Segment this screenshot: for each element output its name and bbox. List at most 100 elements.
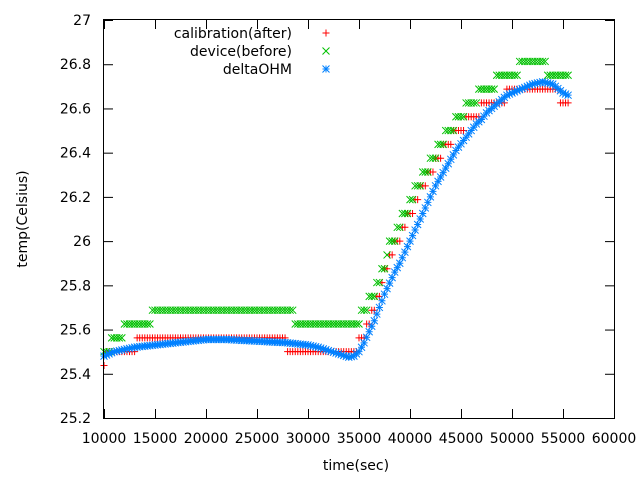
data-point: [105, 350, 113, 358]
data-point: [413, 220, 422, 229]
x-tick-label: 50000: [490, 431, 535, 447]
data-point: [531, 79, 539, 88]
data-point: [143, 320, 152, 328]
data-point: [446, 155, 455, 164]
data-point: [510, 88, 519, 96]
x-tick-label: 45000: [439, 431, 484, 447]
data-point: [306, 341, 315, 350]
data-point: [375, 278, 384, 287]
data-point: [559, 89, 567, 97]
data-point: [401, 209, 409, 218]
data-point: [367, 322, 376, 331]
data-point: [388, 273, 397, 282]
series-star: [100, 78, 572, 362]
data-point: [393, 223, 402, 232]
axis-ticks: [104, 20, 615, 419]
data-point: [538, 78, 547, 86]
data-point: [564, 71, 572, 80]
data-point: [409, 209, 417, 217]
legend-label: device(before): [190, 44, 292, 60]
data-point: [538, 57, 547, 66]
data-point: [365, 327, 374, 336]
data-point: [411, 226, 419, 234]
data-point: [375, 303, 384, 312]
data-point: [388, 251, 396, 259]
data-point: [367, 292, 376, 301]
data-point: [321, 345, 330, 354]
series-cross: [100, 57, 572, 356]
data-point: [406, 195, 414, 204]
plot-points: [100, 57, 572, 369]
data-point: [439, 168, 448, 177]
data-point: [314, 343, 323, 352]
data-point: [454, 143, 463, 151]
data-point: [372, 278, 381, 287]
x-tick-label: 10000: [82, 431, 127, 447]
data-point: [360, 306, 368, 315]
x-tick-label: 35000: [337, 431, 382, 447]
data-point: [401, 248, 409, 257]
data-point: [431, 154, 440, 163]
data-point: [431, 181, 440, 190]
data-point: [102, 351, 111, 359]
data-point: [344, 353, 353, 362]
data-point: [436, 140, 445, 149]
data-point: [393, 263, 402, 272]
data-point: [564, 99, 572, 107]
data-point: [423, 198, 432, 207]
data-point: [457, 112, 465, 121]
data-point: [459, 112, 468, 121]
data-point: [120, 345, 129, 354]
data-point: [523, 82, 532, 91]
data-point: [467, 126, 476, 135]
legend: calibration(after) device(before) deltaOHM: [174, 26, 330, 78]
x-tick-label: 20000: [184, 431, 229, 447]
y-tick-label: 27: [73, 13, 91, 29]
data-point: [360, 338, 368, 347]
data-point: [418, 209, 427, 218]
data-point: [472, 99, 481, 107]
data-point: [561, 71, 570, 80]
data-point: [441, 164, 450, 172]
data-point: [518, 84, 527, 93]
data-point: [510, 71, 519, 80]
data-point: [508, 89, 516, 97]
data-point: [421, 182, 429, 190]
data-point: [541, 57, 550, 66]
data-point: [446, 126, 455, 135]
data-point: [362, 306, 371, 315]
x-tick-label: 55000: [541, 431, 586, 447]
data-point: [383, 284, 391, 293]
y-axis-title: temp(Celsius): [15, 170, 31, 267]
data-point: [457, 139, 465, 148]
data-point: [541, 78, 550, 87]
data-point: [406, 237, 414, 245]
data-point: [117, 333, 126, 342]
y-tick-label: 25.4: [60, 367, 91, 383]
data-point: [439, 140, 448, 149]
data-point: [286, 306, 295, 315]
data-point: [385, 279, 394, 287]
data-point: [536, 78, 544, 87]
data-point: [513, 71, 521, 80]
data-point: [487, 85, 496, 93]
data-point: [117, 346, 126, 354]
data-point: [123, 345, 131, 353]
x-tick-label: 30000: [286, 431, 331, 447]
data-point: [469, 99, 478, 107]
data-point: [408, 231, 417, 240]
data-point: [324, 346, 333, 355]
data-point: [309, 342, 317, 350]
x-axis-title: time(sec): [323, 458, 389, 474]
data-point: [355, 347, 363, 356]
legend-label: deltaOHM: [223, 62, 292, 78]
data-point: [115, 346, 124, 355]
data-point: [421, 168, 430, 176]
data-point: [304, 341, 312, 349]
data-point: [434, 177, 442, 186]
data-point: [370, 292, 379, 301]
data-point: [355, 320, 363, 328]
data-point: [125, 344, 134, 353]
data-point: [462, 133, 470, 142]
